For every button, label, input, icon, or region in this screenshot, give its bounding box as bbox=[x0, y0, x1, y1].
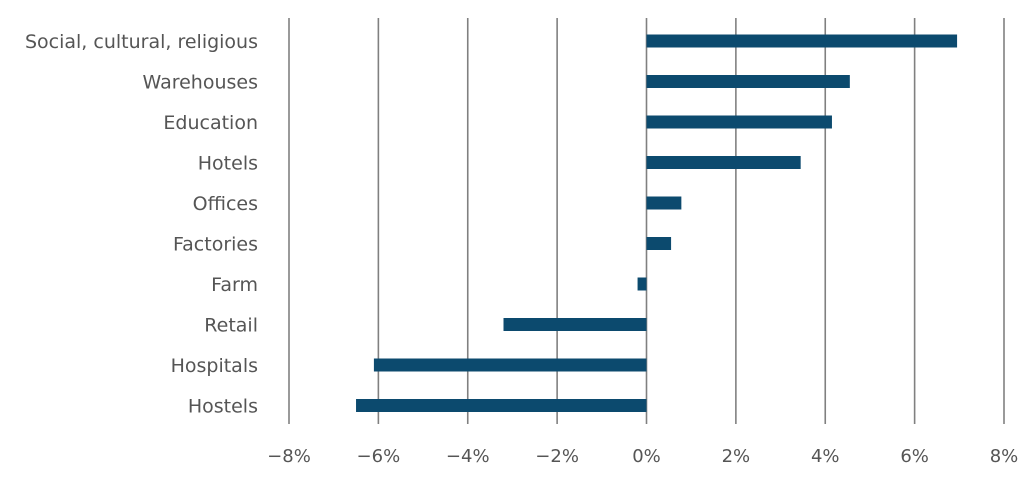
category-label: Hotels bbox=[198, 153, 258, 175]
category-label: Factories bbox=[173, 234, 258, 256]
x-tick-label: −6% bbox=[357, 446, 401, 467]
bar bbox=[637, 277, 647, 291]
category-label: Social, cultural, religious bbox=[25, 31, 258, 53]
bar bbox=[646, 237, 672, 250]
x-tick-label: 8% bbox=[990, 446, 1019, 467]
category-label: Hostels bbox=[188, 396, 258, 418]
x-tick-label: 6% bbox=[900, 446, 929, 467]
category-label: Farm bbox=[211, 274, 258, 296]
x-tick-label: 4% bbox=[811, 446, 840, 467]
category-label: Hospitals bbox=[171, 355, 258, 377]
bar bbox=[646, 156, 801, 169]
bar bbox=[646, 196, 682, 210]
bar bbox=[356, 399, 647, 412]
category-label: Education bbox=[163, 112, 258, 134]
bars bbox=[356, 34, 958, 412]
x-axis-tick-labels: −8% −6% −4% −2% 0% 2% 4% 6% 8% bbox=[267, 446, 1018, 467]
bar bbox=[646, 34, 958, 48]
category-label: Warehouses bbox=[143, 72, 259, 94]
x-tick-label: −4% bbox=[446, 446, 490, 467]
category-labels: Social, cultural, religious Warehouses Edu… bbox=[25, 31, 258, 418]
x-tick-label: −2% bbox=[535, 446, 579, 467]
x-tick-label: 0% bbox=[632, 446, 661, 467]
bar bbox=[646, 115, 832, 129]
x-tick-label: 2% bbox=[722, 446, 751, 467]
bar bbox=[646, 75, 850, 88]
category-label: Retail bbox=[204, 315, 258, 337]
bar bbox=[373, 358, 647, 372]
bar bbox=[503, 318, 647, 331]
x-tick-label: −8% bbox=[267, 446, 311, 467]
category-label: Offices bbox=[193, 193, 258, 215]
